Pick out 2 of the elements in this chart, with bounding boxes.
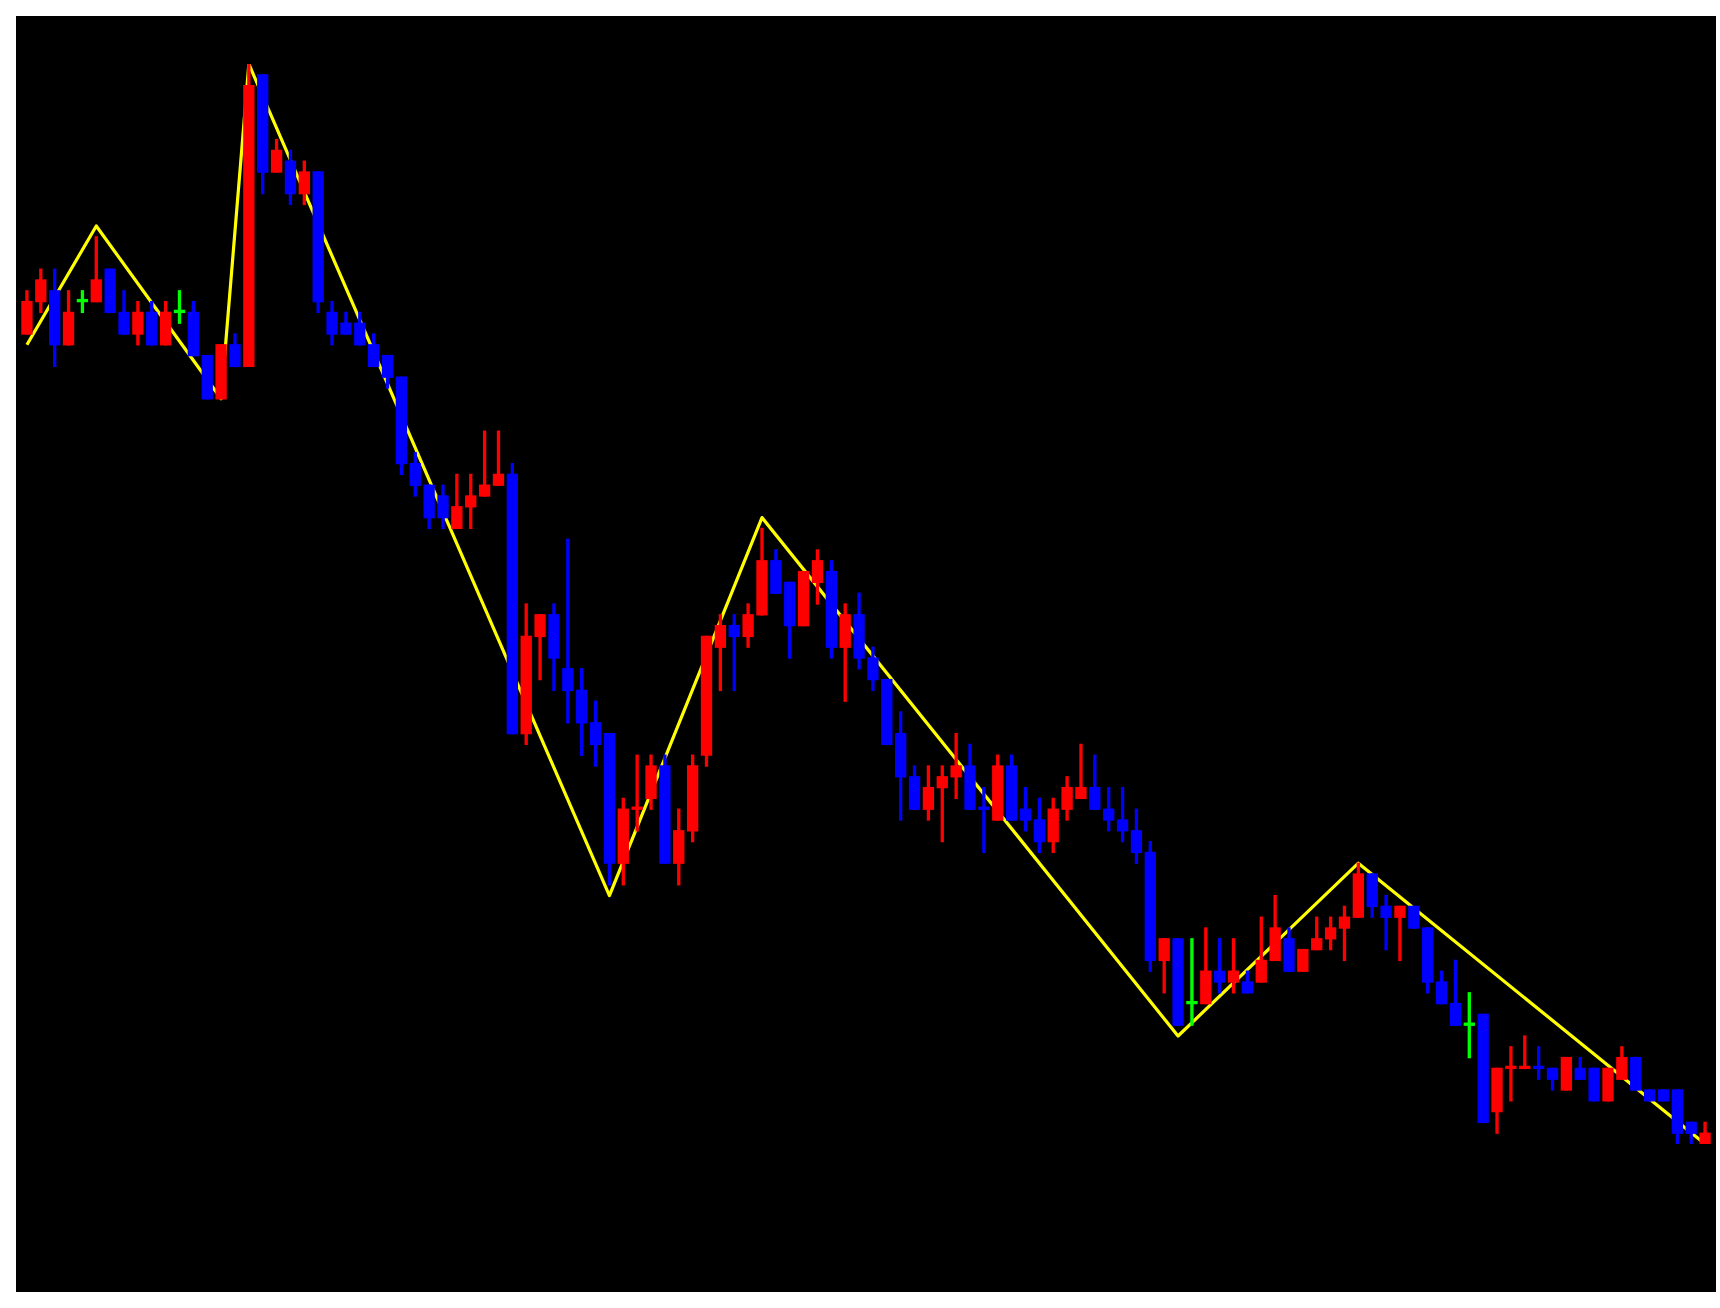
- candlestick: [1394, 905, 1406, 962]
- candlestick: [1186, 938, 1198, 1026]
